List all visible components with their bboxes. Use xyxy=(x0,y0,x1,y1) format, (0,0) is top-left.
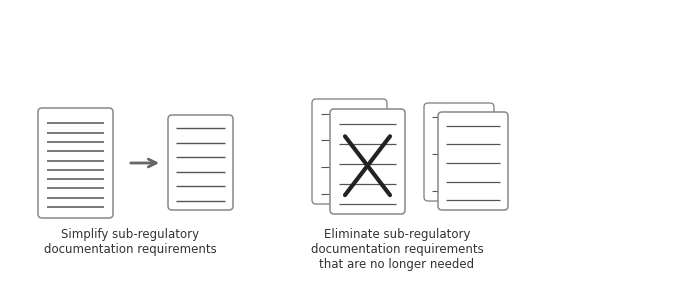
FancyBboxPatch shape xyxy=(438,112,508,210)
FancyBboxPatch shape xyxy=(330,109,405,214)
FancyBboxPatch shape xyxy=(424,103,494,201)
FancyBboxPatch shape xyxy=(168,115,233,210)
FancyBboxPatch shape xyxy=(38,108,113,218)
Text: Eliminate sub-regulatory
documentation requirements
that are no longer needed: Eliminate sub-regulatory documentation r… xyxy=(311,228,483,271)
FancyBboxPatch shape xyxy=(312,99,387,204)
Text: Simplify sub-regulatory
documentation requirements: Simplify sub-regulatory documentation re… xyxy=(43,228,216,256)
